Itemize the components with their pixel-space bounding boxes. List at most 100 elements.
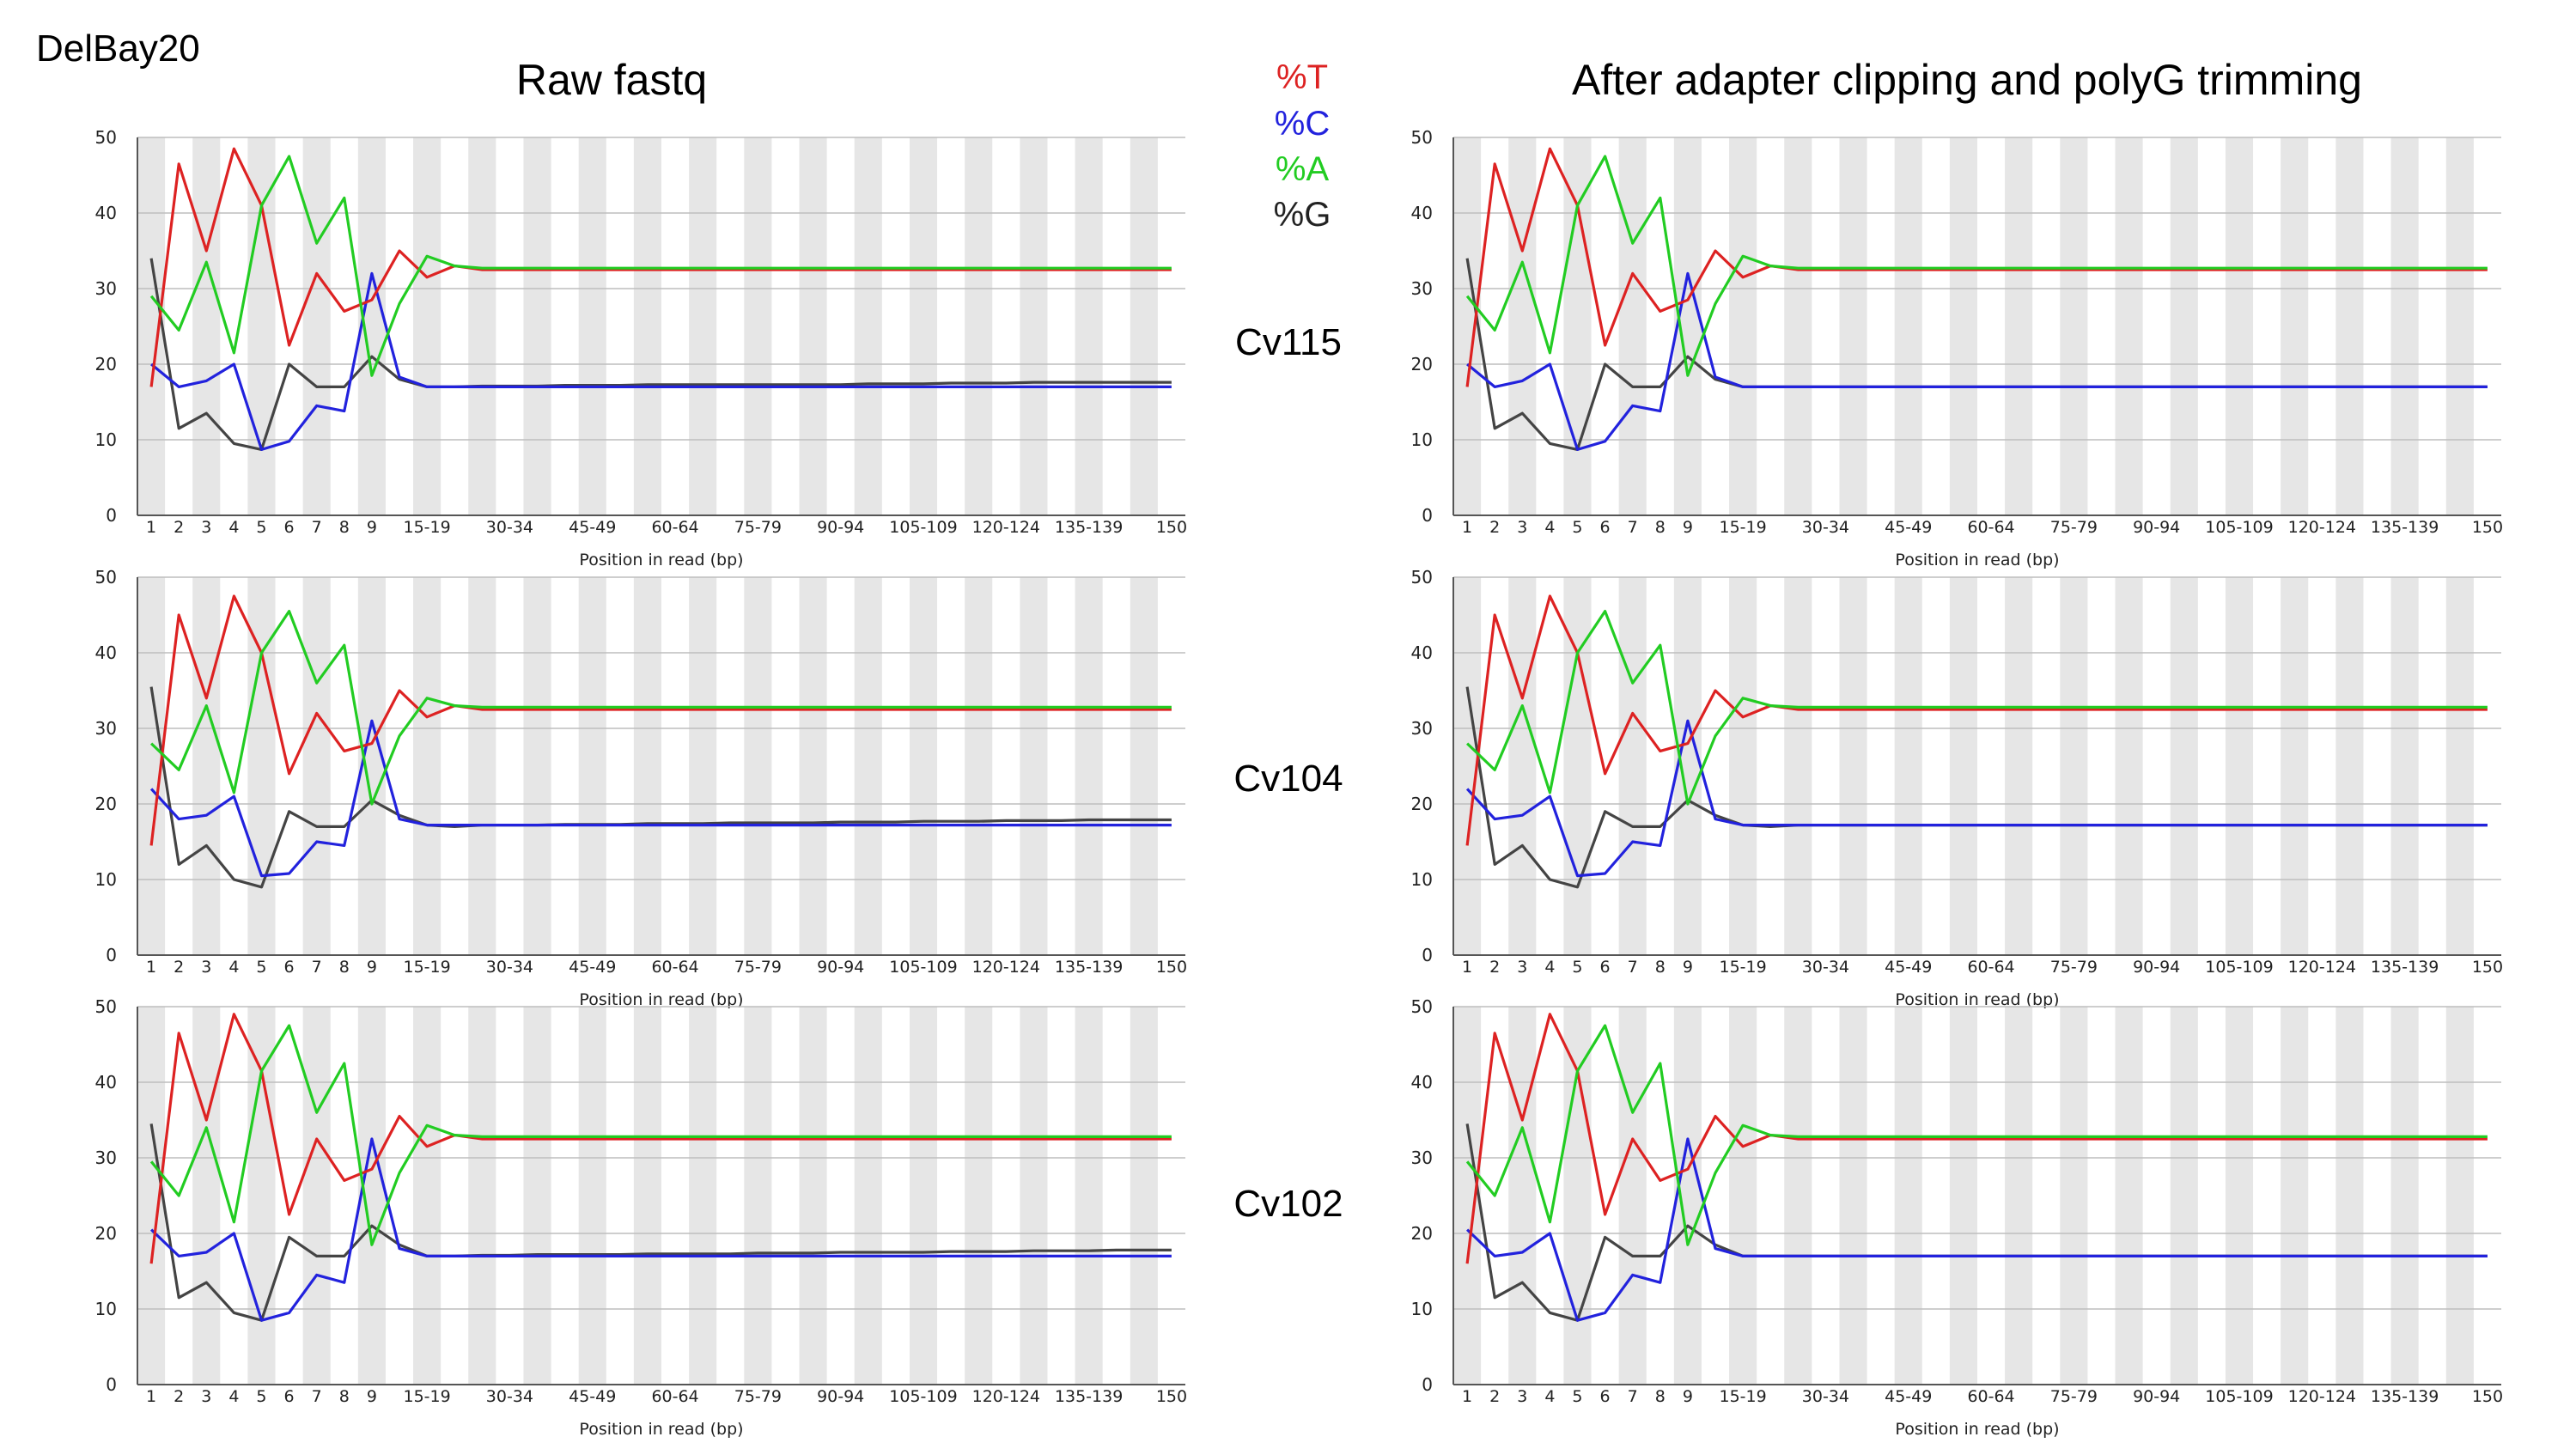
background-band [1130,137,1158,515]
y-tick-label: 50 [1411,127,1433,148]
x-tick-label: 150 [1156,958,1187,977]
x-tick-label: 60-64 [1967,1387,2014,1406]
x-tick-label: 6 [1600,958,1611,977]
x-tick-label: 75-79 [2050,1387,2098,1406]
y-tick-label: 20 [1411,1223,1433,1244]
x-tick-label: 30-34 [1802,1387,1849,1406]
background-band [1618,577,1647,955]
x-tick-label: 8 [339,958,350,977]
y-tick-label: 20 [95,1223,117,1244]
x-tick-label: 4 [1544,1387,1555,1406]
background-band [689,577,717,955]
y-tick-label: 30 [95,278,117,299]
background-band [2115,577,2143,955]
y-tick-label: 40 [1411,642,1433,663]
x-tick-label: 60-64 [651,1387,698,1406]
y-tick-label: 50 [95,127,117,148]
y-tick-label: 10 [1411,869,1433,890]
x-tick-label: 60-64 [1967,518,2014,537]
background-band [1784,577,1812,955]
x-axis-label: Position in read (bp) [1895,551,2059,569]
background-band [1020,577,1048,955]
y-tick-label: 20 [95,794,117,814]
x-tick-label: 2 [174,958,184,977]
background-band [1075,137,1103,515]
series-line-c [150,271,1172,451]
x-tick-label: 4 [1544,518,1555,537]
background-band [1784,137,1812,515]
background-band [1949,1007,1977,1385]
background-band [1729,1007,1757,1385]
background-band [1729,137,1757,515]
x-tick-label: 6 [1600,1387,1611,1406]
background-band [1784,1007,1812,1385]
x-tick-label: 8 [339,518,350,537]
x-tick-label: 3 [201,958,211,977]
x-tick-label: 3 [201,1387,211,1406]
background-band [2170,577,2198,955]
y-tick-label: 10 [1411,1299,1433,1319]
x-tick-label: 75-79 [2050,958,2098,977]
x-tick-label: 1 [146,518,156,537]
background-band [2281,1007,2309,1385]
series-line-a [149,1024,1172,1246]
background-band [1075,577,1103,955]
series-line-c [149,719,1172,878]
background-band [413,1007,442,1385]
series-line-t [1465,147,2488,387]
x-tick-label: 45-49 [1885,958,1932,977]
background-band [2445,1007,2474,1385]
background-band [468,1007,496,1385]
x-axis-label: Position in read (bp) [579,1420,743,1439]
x-tick-label: 75-79 [734,958,782,977]
y-tick-label: 10 [95,429,117,450]
x-tick-label: 90-94 [2133,518,2180,537]
y-tick-label: 40 [1411,1072,1433,1093]
background-band [689,1007,717,1385]
x-axis-label: Position in read (bp) [579,551,743,569]
x-tick-label: 7 [312,518,322,537]
x-tick-label: 135-139 [1055,958,1123,977]
x-tick-label: 2 [1489,1387,1500,1406]
background-band [523,1007,551,1385]
series-line-g [149,686,1172,889]
x-tick-label: 45-49 [1885,518,1932,537]
x-tick-label: 105-109 [889,1387,957,1406]
background-band [578,577,606,955]
x-tick-label: 150 [1156,518,1187,537]
background-band [2005,577,2033,955]
series-line-t [1465,594,2488,846]
background-band [633,1007,661,1385]
legend-c: %C [1274,105,1331,143]
background-band [1839,1007,1867,1385]
background-band [2390,577,2419,955]
background-band [2335,137,2364,515]
x-tick-label: 30-34 [1802,518,1849,537]
background-band [965,577,993,955]
background-band [192,137,221,515]
chart-raw-cv104: 0 10 20 30 40 50 1 2 3 4 5 6 7 8 9 15-19 30-34 45-49 60-64… [95,567,1188,1009]
background-band [1673,137,1702,515]
x-tick-label: 6 [284,518,295,537]
background-band [2335,577,2364,955]
x-tick-label: 30-34 [486,958,533,977]
background-band [578,1007,606,1385]
x-tick-label: 7 [1628,518,1638,537]
background-band [302,137,331,515]
row-label-cv102: Cv102 [1233,1183,1343,1225]
background-band [1453,1007,1482,1385]
background-band [744,1007,772,1385]
y-tick-label: 50 [1411,567,1433,588]
y-tick-label: 0 [1422,945,1433,965]
series-line-t [149,594,1172,846]
background-band [137,137,166,515]
y-tick-label: 0 [1422,1374,1433,1395]
x-tick-label: 2 [1489,958,1500,977]
background-band [2225,1007,2254,1385]
y-tick-label: 10 [95,869,117,890]
y-tick-label: 0 [1422,505,1433,526]
series-line-a [1465,609,2488,806]
background-band [2335,1007,2364,1385]
x-tick-label: 135-139 [1055,518,1123,537]
x-tick-label: 150 [2472,518,2503,537]
